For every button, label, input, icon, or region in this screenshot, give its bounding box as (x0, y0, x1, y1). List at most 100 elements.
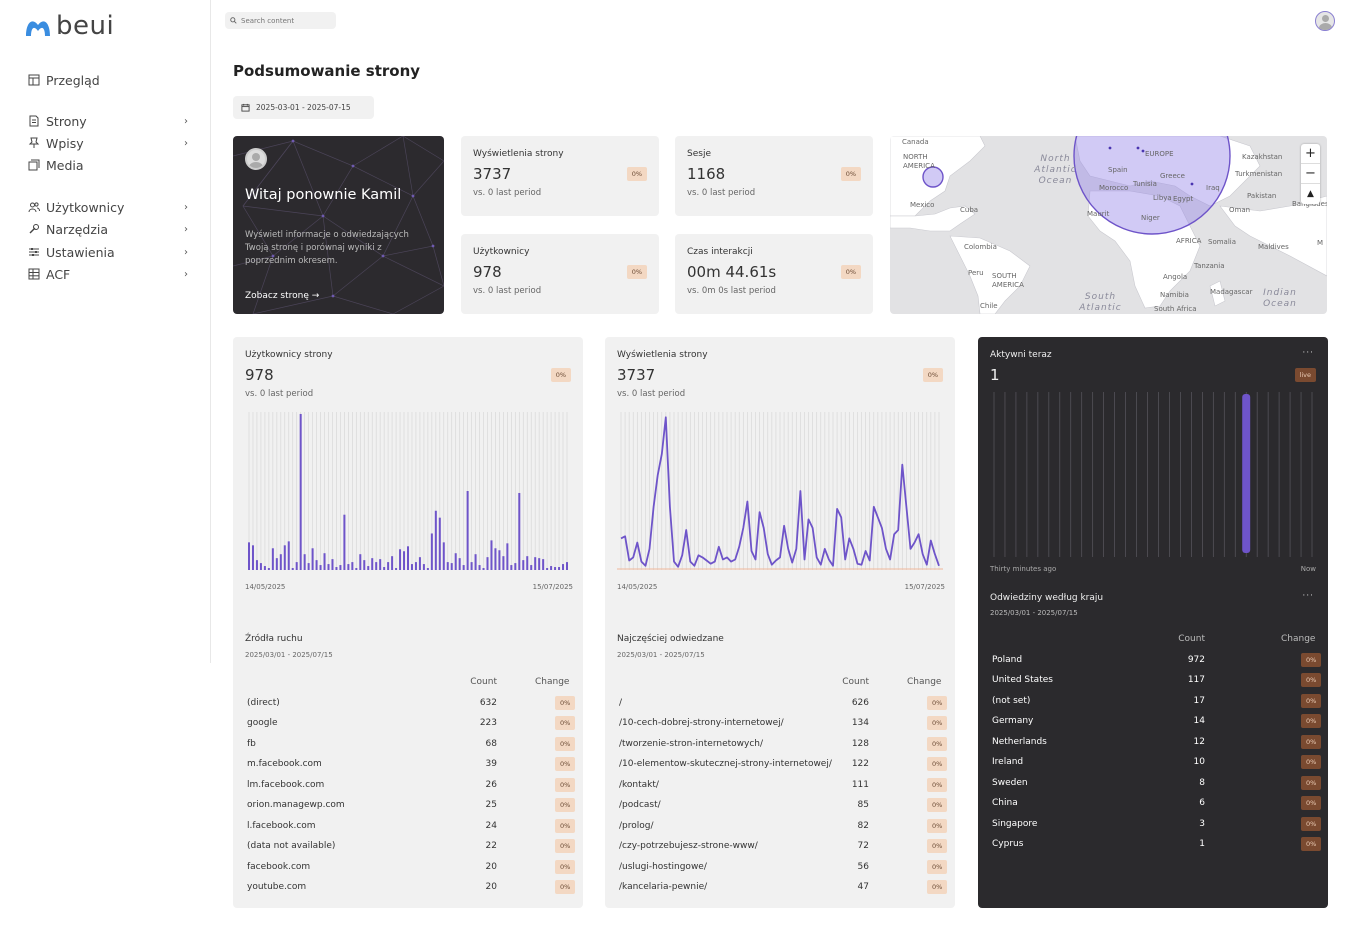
view-site-link[interactable]: Zobacz stronę → (245, 291, 320, 301)
table-row[interactable]: Cyprus 1 0% (990, 835, 1322, 856)
table-row[interactable]: /tworzenie-stron-internetowych/128 0% (617, 735, 948, 756)
search-input[interactable] (241, 16, 326, 25)
reset-north-button[interactable]: ▲ (1307, 189, 1314, 199)
table-row[interactable]: m.facebook.com 39 0% (245, 755, 576, 776)
table-row[interactable]: /10-cech-dobrej-strony-internetowej/134 0… (617, 714, 948, 735)
table-row[interactable]: /kancelaria-pewnie/47 0% (617, 878, 948, 899)
table-row[interactable]: Germany 14 0% (990, 712, 1322, 733)
bar[interactable] (538, 558, 541, 570)
user-avatar[interactable] (1315, 11, 1335, 31)
bar[interactable] (530, 565, 533, 570)
table-row[interactable]: /czy-potrzebujesz-strone-www/72 0% (617, 837, 948, 858)
bar[interactable] (367, 566, 370, 570)
bar[interactable] (534, 557, 537, 570)
active-menu-button[interactable]: ··· (1302, 348, 1314, 358)
bar[interactable] (375, 562, 378, 570)
bar[interactable] (506, 543, 509, 570)
bar[interactable] (351, 562, 354, 570)
table-row[interactable]: l.facebook.com 24 0% (245, 817, 576, 838)
bar[interactable] (430, 533, 433, 570)
sidebar-item-acf[interactable]: ACF › (28, 263, 188, 285)
bar[interactable] (450, 563, 453, 570)
bar[interactable] (462, 565, 465, 570)
bar[interactable] (454, 553, 457, 570)
bar[interactable] (299, 413, 302, 570)
bar[interactable] (251, 545, 254, 570)
bar[interactable] (1242, 394, 1251, 553)
bar[interactable] (550, 566, 553, 570)
bar[interactable] (566, 562, 568, 570)
bar[interactable] (315, 560, 318, 570)
table-row[interactable]: China 6 0% (990, 794, 1322, 815)
bar[interactable] (283, 545, 286, 570)
bar[interactable] (271, 548, 274, 570)
bar[interactable] (279, 554, 282, 570)
sidebar-item-media[interactable]: Media (28, 154, 188, 176)
sidebar-item-użytkownicy[interactable]: Użytkownicy › (28, 196, 188, 218)
bar[interactable] (383, 567, 386, 570)
bar[interactable] (391, 556, 394, 570)
bar[interactable] (343, 514, 346, 570)
bar[interactable] (458, 558, 461, 570)
series-line[interactable] (620, 416, 940, 568)
table-row[interactable]: (data not available) 22 0% (245, 837, 576, 858)
table-row[interactable]: United States 117 0% (990, 671, 1322, 692)
bar[interactable] (331, 559, 334, 570)
table-row[interactable]: / 626 0% (617, 694, 948, 715)
bar[interactable] (339, 565, 342, 570)
bar[interactable] (514, 563, 517, 570)
bar[interactable] (387, 562, 390, 570)
table-row[interactable]: /podcast/85 0% (617, 796, 948, 817)
bar[interactable] (303, 554, 306, 570)
zoom-out-button[interactable]: − (1301, 164, 1320, 184)
bar[interactable] (347, 564, 350, 570)
bar[interactable] (542, 559, 545, 570)
bar[interactable] (498, 550, 501, 570)
bar[interactable] (410, 564, 413, 570)
bar[interactable] (323, 553, 326, 570)
bar[interactable] (255, 560, 258, 570)
bar[interactable] (403, 551, 406, 570)
bar[interactable] (446, 562, 449, 570)
table-row[interactable]: google 223 0% (245, 714, 576, 735)
bar[interactable] (363, 560, 366, 570)
bar[interactable] (319, 565, 322, 570)
sidebar-item-ustawienia[interactable]: Ustawienia › (28, 241, 188, 263)
date-range-picker[interactable]: 2025-03-01 - 2025-07-15 (233, 96, 374, 119)
bar[interactable] (335, 567, 338, 570)
bar[interactable] (438, 517, 441, 570)
search-box[interactable] (225, 12, 336, 29)
table-row[interactable]: lm.facebook.com 26 0% (245, 776, 576, 797)
bar[interactable] (379, 559, 382, 570)
sidebar-item-przegląd[interactable]: Przegląd (28, 69, 188, 91)
table-row[interactable]: /kontakt/111 0% (617, 776, 948, 797)
bar[interactable] (371, 558, 374, 570)
table-row[interactable]: Ireland 10 0% (990, 753, 1322, 774)
bar[interactable] (494, 548, 497, 570)
countries-menu-button[interactable]: ··· (1302, 591, 1314, 601)
bar[interactable] (470, 562, 473, 570)
bar[interactable] (399, 549, 402, 570)
bar[interactable] (510, 565, 513, 570)
bar[interactable] (526, 556, 529, 570)
bar[interactable] (414, 562, 417, 570)
table-row[interactable]: Poland 972 0% (990, 651, 1322, 672)
table-row[interactable]: youtube.com 20 0% (245, 878, 576, 899)
bar[interactable] (518, 492, 521, 570)
bar[interactable] (426, 568, 429, 570)
bar[interactable] (434, 510, 437, 570)
table-row[interactable]: (direct) 632 0% (245, 694, 576, 715)
table-row[interactable]: orion.managewp.com 25 0% (245, 796, 576, 817)
bar[interactable] (422, 564, 425, 570)
bar[interactable] (311, 548, 314, 570)
table-row[interactable]: /prolog/82 0% (617, 817, 948, 838)
bar[interactable] (486, 557, 489, 570)
bar[interactable] (263, 566, 266, 570)
world-map[interactable]: Canada NORTH AMERICA Mexico Cuba Colombi… (890, 136, 1327, 314)
bar[interactable] (307, 563, 310, 570)
bar[interactable] (359, 554, 362, 570)
bar[interactable] (355, 568, 358, 570)
bar[interactable] (478, 565, 481, 570)
bar[interactable] (395, 568, 398, 570)
zoom-in-button[interactable]: + (1301, 144, 1320, 164)
